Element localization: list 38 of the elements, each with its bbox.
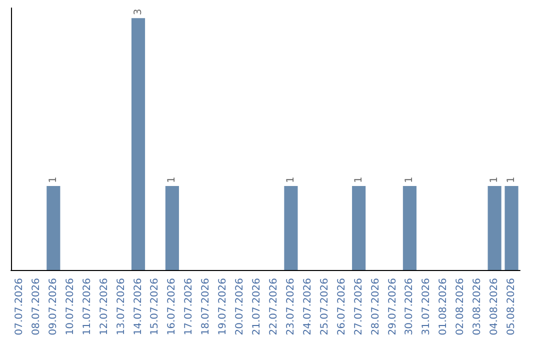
x-tick-label: 04.08.2026: [489, 278, 500, 336]
x-tick-label: 18.07.2026: [200, 278, 212, 336]
x-tick-label: 26.07.2026: [336, 278, 348, 336]
x-tick-label: 22.07.2026: [268, 278, 280, 336]
x-tick-label: 28.07.2026: [370, 278, 382, 336]
x-tick-label: 15.07.2026: [150, 278, 161, 336]
data-label: 1: [48, 176, 59, 184]
x-tick-label: 03.08.2026: [472, 278, 484, 336]
data-label: 1: [506, 176, 518, 184]
x-tick-label: 09.07.2026: [48, 278, 59, 336]
x-tick-label: 05.08.2026: [506, 278, 518, 336]
data-label: 1: [353, 176, 364, 184]
x-tick-label: 29.07.2026: [387, 278, 398, 336]
x-tick-label: 02.08.2026: [455, 278, 466, 336]
data-label: 1: [404, 176, 416, 184]
x-tick-label: 01.08.2026: [438, 278, 450, 336]
x-tick-label: 19.07.2026: [218, 278, 229, 336]
data-label: 1: [489, 176, 500, 184]
data-label: 1: [285, 176, 296, 184]
x-tick-label: 27.07.2026: [353, 278, 364, 336]
x-tick-label: 20.07.2026: [234, 278, 246, 336]
x-tick-label: 12.07.2026: [98, 278, 110, 336]
x-tick-label: 08.07.2026: [30, 278, 42, 336]
x-tick-label: 13.07.2026: [116, 278, 127, 336]
x-tick-label: 24.07.2026: [302, 278, 314, 336]
x-tick-label: 17.07.2026: [184, 278, 195, 336]
x-tick-label: 14.07.2026: [132, 278, 144, 336]
x-tick-label: 30.07.2026: [404, 278, 416, 336]
data-label: 1: [166, 176, 178, 184]
x-tick-label: 23.07.2026: [285, 278, 296, 336]
x-tick-label: 10.07.2026: [64, 278, 76, 336]
x-tick-label: 31.07.2026: [421, 278, 432, 336]
data-label: 3: [132, 8, 144, 16]
x-tick-label: 21.07.2026: [252, 278, 263, 336]
x-tick-label: 25.07.2026: [319, 278, 330, 336]
x-tick-label: 16.07.2026: [166, 278, 178, 336]
x-tick-label: 11.07.2026: [82, 278, 93, 336]
x-tick-label: 07.07.2026: [14, 278, 25, 336]
